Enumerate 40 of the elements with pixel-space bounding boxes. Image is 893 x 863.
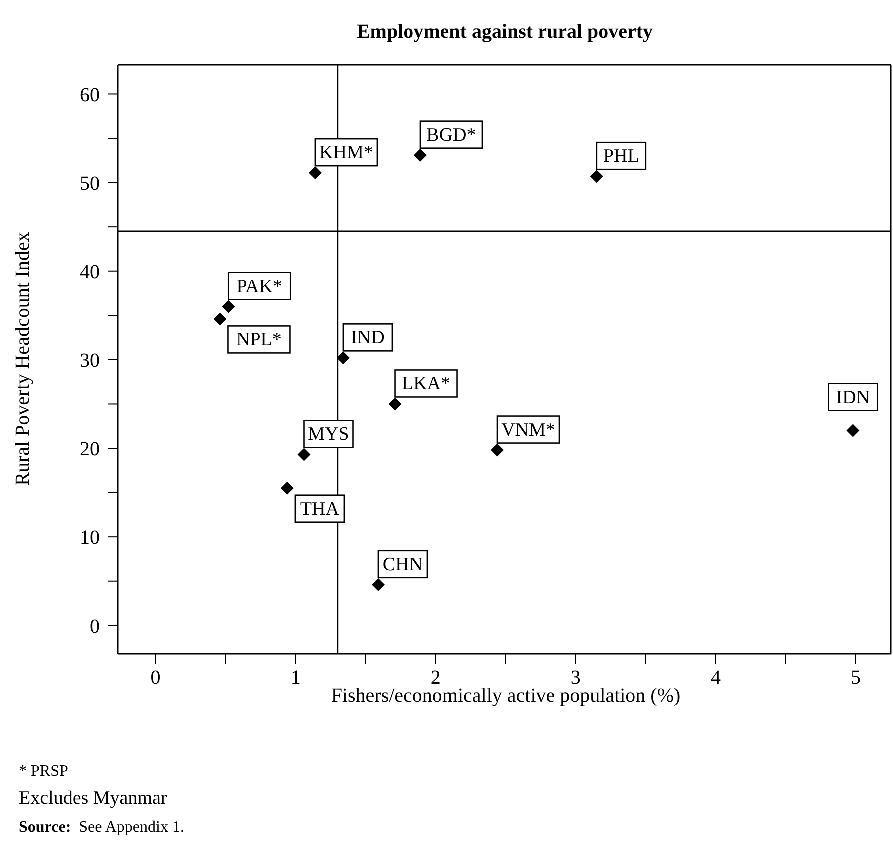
point	[280, 482, 294, 495]
point	[308, 166, 322, 180]
annotation: THA	[300, 498, 340, 520]
point	[214, 312, 227, 326]
x-tick-label: 5	[850, 667, 861, 690]
annotation: BGD*	[426, 124, 476, 146]
point	[590, 170, 604, 184]
annotation: MYS	[308, 424, 350, 446]
point	[388, 398, 402, 411]
point	[298, 448, 311, 462]
annotation: LKA*	[402, 374, 451, 395]
annotation: CHN	[382, 554, 424, 576]
text: * PRSP	[19, 763, 68, 780]
annotation: PAK*	[236, 276, 283, 298]
point	[846, 424, 860, 438]
y-tick-label: 0	[90, 616, 100, 638]
annotation: VNM*	[502, 420, 556, 441]
point	[222, 300, 236, 314]
y-tick-label: 10	[80, 527, 100, 550]
annotation: IDN	[836, 387, 870, 408]
source-note: Source: See Appendix 1.	[19, 819, 184, 836]
point	[336, 352, 350, 365]
x-tick-label: 4	[710, 667, 721, 690]
annotation: PHL	[603, 146, 640, 168]
y-axis-title: Rural Poverty Headcount Index	[12, 232, 34, 486]
y-tick-label: 30	[80, 350, 100, 372]
point	[414, 148, 427, 162]
point	[491, 444, 504, 457]
text: Excludes Myanmar	[19, 788, 168, 809]
x-tick-label: 0	[150, 667, 161, 690]
y-tick-label: 60	[80, 84, 100, 106]
chart-title: Employment against rural poverty	[356, 21, 654, 43]
y-tick-label: 50	[80, 172, 100, 195]
y-tick-label: 20	[80, 438, 100, 461]
y-tick-label: 40	[80, 261, 100, 284]
x-tick-label: 1	[290, 667, 301, 690]
annotation: KHM*	[320, 142, 374, 164]
annotation: NPL*	[236, 330, 282, 351]
annotation: IND	[351, 328, 385, 349]
point	[372, 578, 385, 592]
